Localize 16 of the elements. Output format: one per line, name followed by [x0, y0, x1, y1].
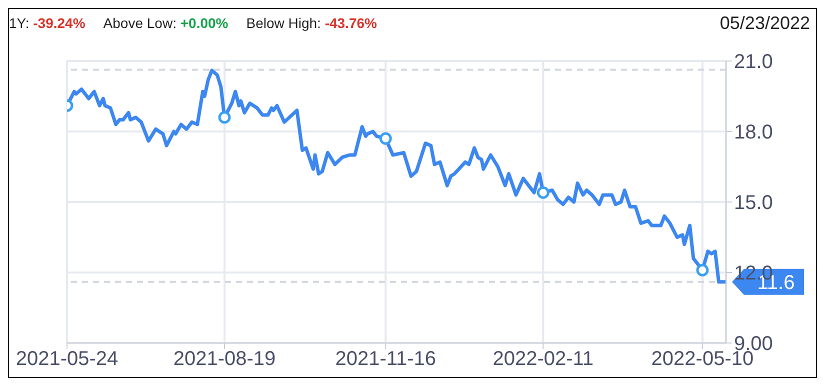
- y-tick-label: 15.0: [734, 192, 773, 214]
- x-tick-label: 2022-02-11: [492, 348, 594, 370]
- point: [536, 186, 550, 199]
- text: Below High: -43.76%: [246, 15, 377, 31]
- point: [218, 111, 231, 124]
- text: Above Low: +0.00%: [103, 15, 228, 31]
- line-series: [67, 68, 726, 284]
- text: 1Y: -39.24%: [9, 15, 86, 31]
- y-tick-label: 21.0: [734, 51, 773, 74]
- text: 05/23/2022: [720, 12, 810, 34]
- y-tick-label: 18.0: [734, 122, 773, 144]
- point: [379, 132, 392, 145]
- x-tick-label: 2021-08-19: [173, 348, 276, 370]
- x-tick-label: 2021-11-16: [335, 348, 436, 370]
- point: [696, 264, 709, 276]
- x-tick-label: 2021-05-24: [16, 348, 118, 370]
